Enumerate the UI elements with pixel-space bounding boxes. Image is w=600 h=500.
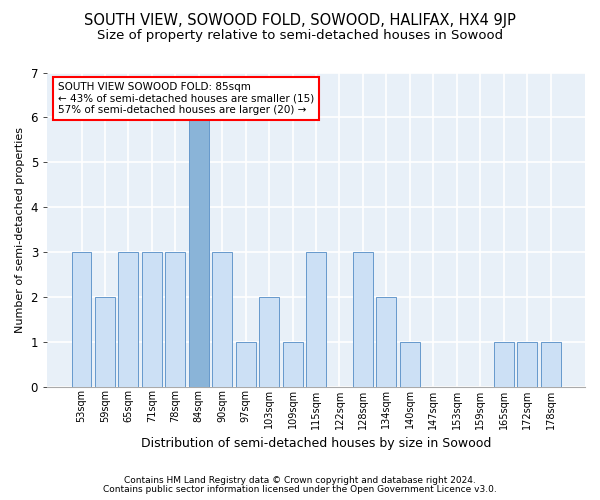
X-axis label: Distribution of semi-detached houses by size in Sowood: Distribution of semi-detached houses by … <box>141 437 491 450</box>
Bar <box>541 342 560 386</box>
Bar <box>95 297 115 386</box>
Text: Contains public sector information licensed under the Open Government Licence v3: Contains public sector information licen… <box>103 485 497 494</box>
Bar <box>118 252 139 386</box>
Text: SOUTH VIEW SOWOOD FOLD: 85sqm
← 43% of semi-detached houses are smaller (15)
57%: SOUTH VIEW SOWOOD FOLD: 85sqm ← 43% of s… <box>58 82 314 115</box>
Y-axis label: Number of semi-detached properties: Number of semi-detached properties <box>15 126 25 332</box>
Bar <box>142 252 162 386</box>
Bar <box>166 252 185 386</box>
Bar <box>259 297 279 386</box>
Text: Contains HM Land Registry data © Crown copyright and database right 2024.: Contains HM Land Registry data © Crown c… <box>124 476 476 485</box>
Bar <box>212 252 232 386</box>
Bar <box>283 342 302 386</box>
Bar <box>71 252 91 386</box>
Bar <box>236 342 256 386</box>
Bar <box>353 252 373 386</box>
Bar <box>517 342 537 386</box>
Bar <box>494 342 514 386</box>
Bar <box>306 252 326 386</box>
Text: Size of property relative to semi-detached houses in Sowood: Size of property relative to semi-detach… <box>97 29 503 42</box>
Bar <box>400 342 420 386</box>
Bar <box>376 297 397 386</box>
Bar <box>189 118 209 386</box>
Text: SOUTH VIEW, SOWOOD FOLD, SOWOOD, HALIFAX, HX4 9JP: SOUTH VIEW, SOWOOD FOLD, SOWOOD, HALIFAX… <box>84 12 516 28</box>
